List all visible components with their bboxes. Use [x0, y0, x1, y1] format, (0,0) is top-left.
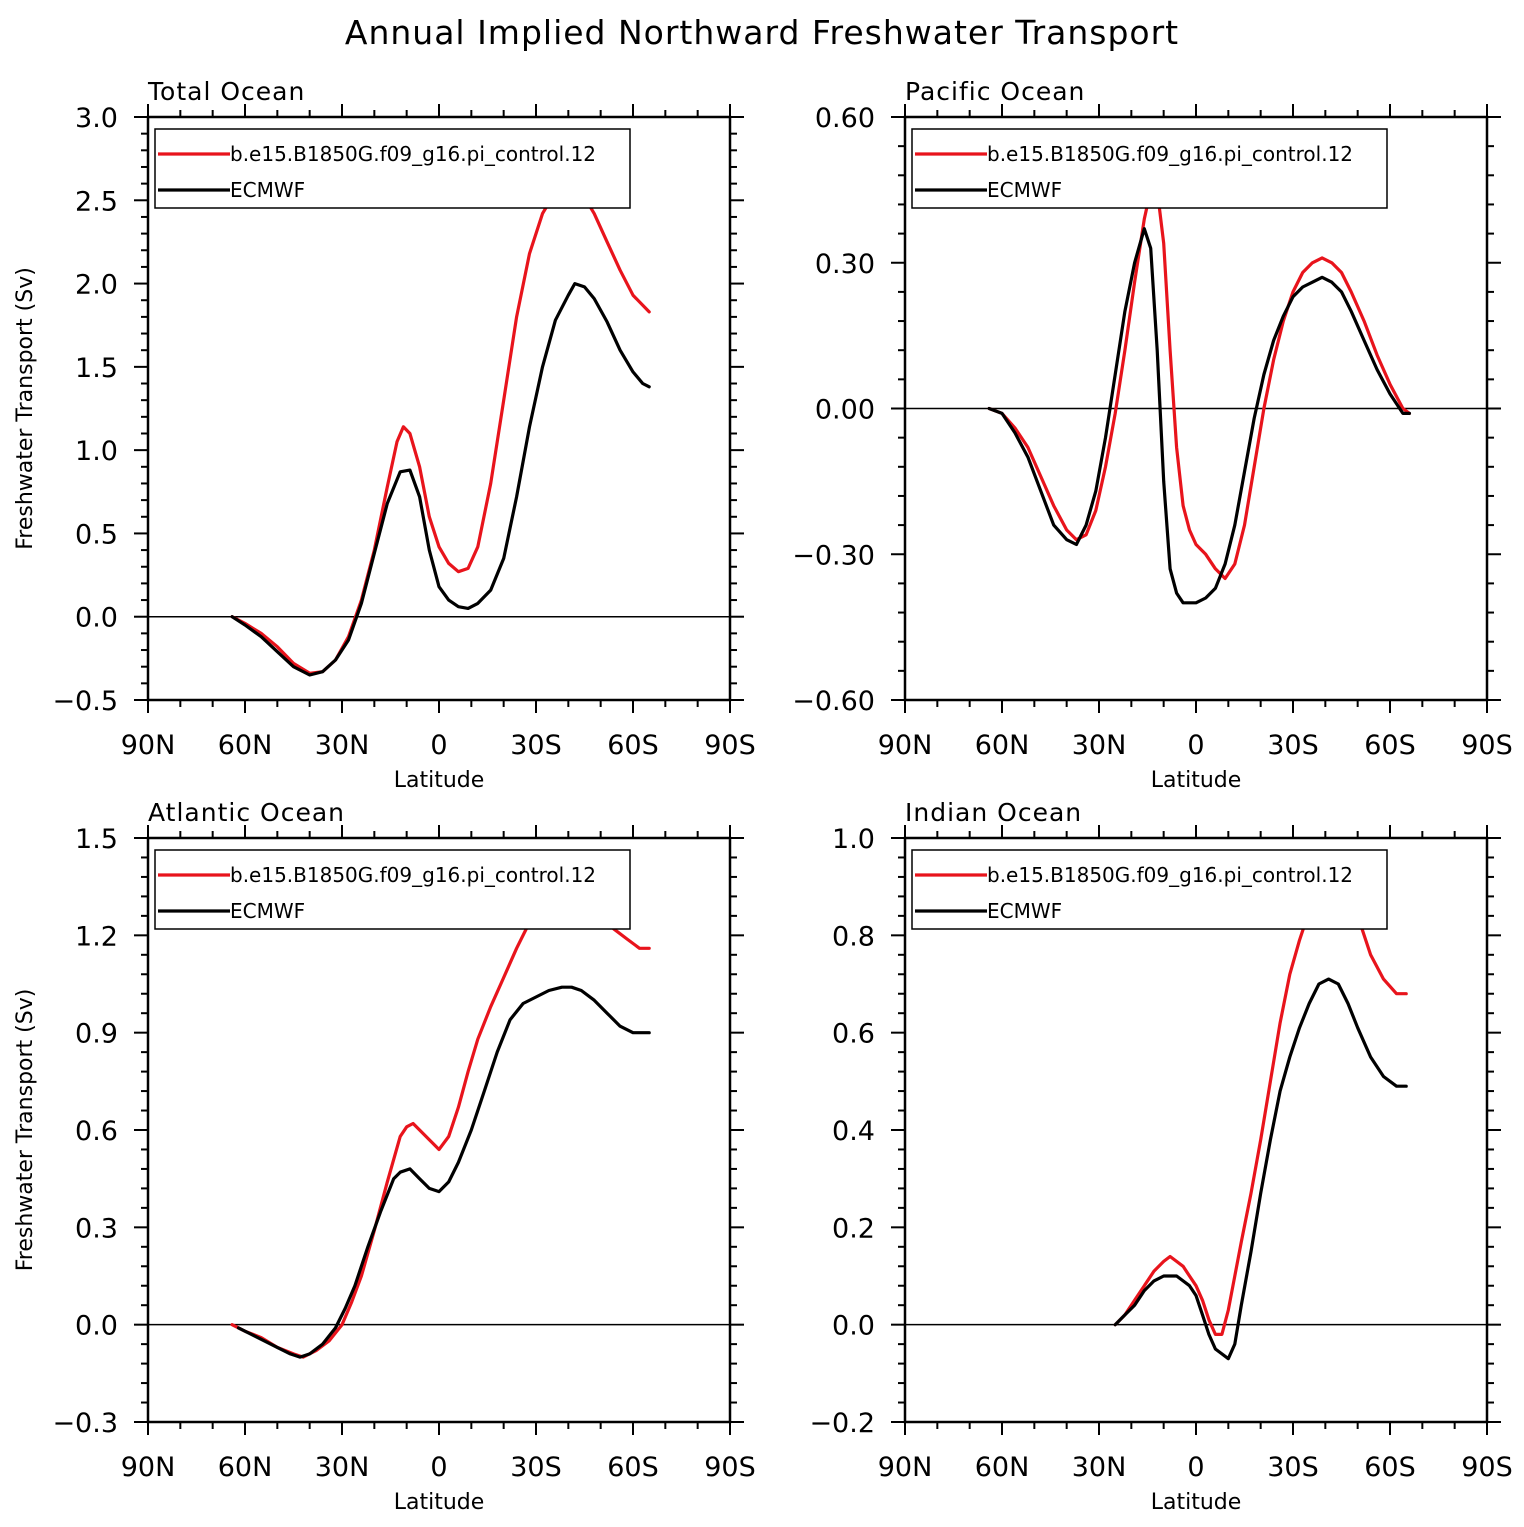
legend: b.e15.B1850G.f09_g16.pi_control.12 ECMWF — [911, 849, 1388, 930]
y-tick-label: 1.5 — [75, 824, 118, 855]
x-tick-label: 0 — [1187, 1452, 1204, 1483]
y-tick-label: 0.60 — [815, 103, 875, 134]
y-tick-label: 0.4 — [832, 1116, 875, 1147]
y-tick-label: −0.30 — [792, 540, 875, 571]
x-tick-label: 0 — [430, 730, 447, 761]
x-tick-label: 90S — [704, 730, 756, 761]
y-tick-label: 1.2 — [75, 921, 118, 952]
figure-title: Annual Implied Northward Freshwater Tran… — [345, 13, 1179, 52]
legend-label-b-e15-b1850g-f09-g16-pi-control-12: b.e15.B1850G.f09_g16.pi_control.12 — [987, 863, 1353, 887]
y-axis-label: Freshwater Transport (Sv) — [13, 267, 38, 550]
legend-box — [154, 128, 631, 209]
y-tick-label: 0.8 — [832, 921, 875, 952]
legend-label-ecmwf: ECMWF — [230, 178, 305, 202]
x-tick-label: 30N — [1072, 730, 1127, 761]
legend-label-ecmwf: ECMWF — [230, 899, 305, 923]
x-tick-label: 0 — [430, 1452, 447, 1483]
x-tick-label: 60S — [607, 730, 659, 761]
legend-label-ecmwf: ECMWF — [987, 178, 1062, 202]
series-line-b-e15-b1850g-f09-g16-pi-control-12 — [230, 888, 651, 1359]
series-line-b-e15-b1850g-f09-g16-pi-control-12 — [1113, 875, 1408, 1336]
x-axis-label: Latitude — [394, 1490, 485, 1515]
y-tick-label: 2.0 — [75, 270, 118, 301]
y-tick-label: 3.0 — [75, 103, 118, 134]
panel-title: Indian Ocean — [905, 798, 1082, 827]
y-tick-label: 0.0 — [75, 1311, 118, 1342]
x-tick-label: 90N — [121, 730, 176, 761]
legend-label-ecmwf: ECMWF — [987, 899, 1062, 923]
x-tick-label: 60S — [1364, 730, 1416, 761]
legend: b.e15.B1850G.f09_g16.pi_control.12 ECMWF — [911, 128, 1388, 209]
y-tick-label: 1.5 — [75, 353, 118, 384]
panel-total-ocean: Total Ocean 90N 60N 30N 0 30S 60S 90S −0.5 0.0 0.5… — [13, 77, 756, 793]
x-tick-label: 90N — [121, 1452, 176, 1483]
series-line-ecmwf — [236, 985, 651, 1359]
y-tick-label: 1.0 — [832, 824, 875, 855]
y-tick-label: −0.2 — [809, 1408, 875, 1439]
y-tick-label: 0.3 — [75, 1213, 118, 1244]
series-line-b-e15-b1850g-f09-g16-pi-control-12 — [230, 183, 651, 675]
x-tick-label: 0 — [1187, 730, 1204, 761]
x-tick-label: 90N — [878, 730, 933, 761]
y-tick-label: −0.3 — [52, 1408, 118, 1439]
x-tick-label: 30S — [1267, 1452, 1319, 1483]
legend-label-b-e15-b1850g-f09-g16-pi-control-12: b.e15.B1850G.f09_g16.pi_control.12 — [230, 142, 596, 166]
y-tick-label: 0.2 — [832, 1213, 875, 1244]
series-line-ecmwf — [230, 282, 651, 677]
x-tick-label: 60S — [607, 1452, 659, 1483]
y-tick-label: −0.5 — [52, 686, 118, 717]
x-tick-label: 60N — [218, 730, 273, 761]
y-tick-label: 0.9 — [75, 1019, 118, 1050]
x-axis-label: Latitude — [1151, 1490, 1242, 1515]
x-tick-label: 90S — [1461, 730, 1513, 761]
x-tick-label: 30S — [1267, 730, 1319, 761]
y-tick-label: 2.5 — [75, 186, 118, 217]
panel-pacific-ocean: Pacific Ocean 90N 60N 30N 0 30S 60S 90S −0.60 −0.… — [792, 77, 1513, 793]
y-tick-label: −0.60 — [792, 686, 875, 717]
x-tick-label: 60N — [975, 730, 1030, 761]
y-tick-label: 0.30 — [815, 249, 875, 280]
x-tick-label: 90N — [878, 1452, 933, 1483]
x-axis-label: Latitude — [394, 768, 485, 793]
y-tick-label: 0.0 — [832, 1311, 875, 1342]
panel-title: Pacific Ocean — [905, 77, 1085, 106]
legend-label-b-e15-b1850g-f09-g16-pi-control-12: b.e15.B1850G.f09_g16.pi_control.12 — [987, 142, 1353, 166]
x-tick-label: 60S — [1364, 1452, 1416, 1483]
y-tick-label: 0.0 — [75, 603, 118, 634]
y-tick-label: 1.0 — [75, 436, 118, 467]
legend-box — [911, 128, 1388, 209]
x-tick-label: 30N — [315, 1452, 370, 1483]
legend-box — [154, 849, 631, 930]
x-axis-label: Latitude — [1151, 768, 1242, 793]
legend: b.e15.B1850G.f09_g16.pi_control.12 ECMWF — [154, 128, 631, 209]
legend-label-b-e15-b1850g-f09-g16-pi-control-12: b.e15.B1850G.f09_g16.pi_control.12 — [230, 863, 596, 887]
panel-title: Total Ocean — [147, 77, 305, 106]
x-tick-label: 30N — [1072, 1452, 1127, 1483]
series-line-ecmwf — [1113, 977, 1408, 1361]
y-tick-label: 0.5 — [75, 519, 118, 550]
y-tick-label: 0.00 — [815, 395, 875, 426]
panel-atlantic-ocean: Atlantic Ocean 90N 60N 30N 0 30S 60S 90S −0.3 0.0… — [13, 798, 756, 1515]
x-tick-label: 90S — [704, 1452, 756, 1483]
x-tick-label: 60N — [218, 1452, 273, 1483]
panel-title: Atlantic Ocean — [148, 798, 345, 827]
panel-indian-ocean: Indian Ocean 90N 60N 30N 0 30S 60S 90S −0.2 0.0 0.… — [809, 798, 1512, 1515]
y-tick-label: 0.6 — [832, 1019, 875, 1050]
x-tick-label: 30S — [510, 730, 562, 761]
x-tick-label: 60N — [975, 1452, 1030, 1483]
x-tick-label: 30N — [315, 730, 370, 761]
legend: b.e15.B1850G.f09_g16.pi_control.12 ECMWF — [154, 849, 631, 930]
legend-box — [911, 849, 1388, 930]
y-axis-label: Freshwater Transport (Sv) — [13, 989, 38, 1272]
y-tick-label: 0.6 — [75, 1116, 118, 1147]
series-line-ecmwf — [987, 227, 1411, 605]
x-tick-label: 30S — [510, 1452, 562, 1483]
x-tick-label: 90S — [1461, 1452, 1513, 1483]
